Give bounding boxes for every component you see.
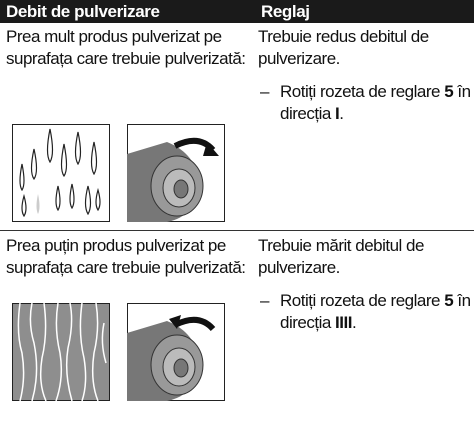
row-separator bbox=[0, 230, 474, 231]
step-text: – Rotiți rozeta de reglare 5 în direcția … bbox=[258, 290, 474, 334]
grain-illustration bbox=[12, 303, 110, 401]
step-part: Rotiți rozeta de reglare bbox=[280, 82, 445, 101]
remedy-text: Trebuie mărit debitul de pulverizare. bbox=[258, 236, 424, 277]
step-part: . bbox=[339, 104, 344, 123]
problem-text: Prea puțin produs pulverizat pe suprafaț… bbox=[6, 236, 246, 277]
step-part: 5 bbox=[444, 82, 454, 101]
step-part: în direcția bbox=[280, 291, 471, 332]
bullet-marker: – bbox=[260, 291, 269, 310]
bullet-marker: – bbox=[260, 82, 269, 101]
step-part: în direcția bbox=[280, 82, 471, 123]
step-part: I bbox=[335, 104, 340, 123]
tool-illustration bbox=[127, 303, 225, 401]
tool-illustration bbox=[127, 124, 225, 222]
drops-illustration bbox=[12, 124, 110, 222]
remedy-text: Trebuie redus debitul de pulverizare. bbox=[258, 27, 429, 68]
step-part: . bbox=[351, 313, 357, 332]
step-part: 5 bbox=[444, 291, 454, 310]
problem-text: Prea mult produs pulverizat pe suprafața… bbox=[6, 27, 246, 68]
step-part: Rotiți rozeta de reglare bbox=[280, 291, 445, 310]
header-cell: Debit de pulverizare bbox=[0, 0, 259, 23]
step-part: IIII bbox=[335, 313, 352, 332]
header-cell: Reglaj bbox=[255, 0, 474, 23]
step-text: – Rotiți rozeta de reglare 5 în direcția … bbox=[258, 81, 474, 125]
